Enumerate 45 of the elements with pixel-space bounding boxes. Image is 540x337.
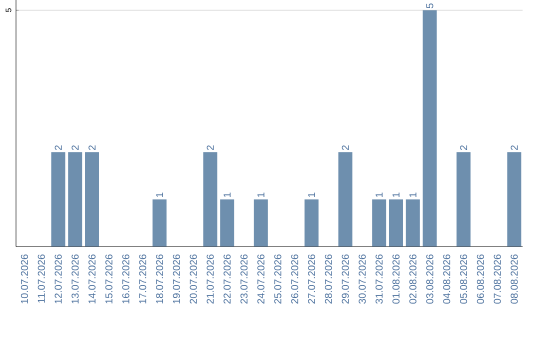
x-tick-label: 24.07.2026 (257, 254, 264, 304)
x-tick-label: 31.07.2026 (376, 254, 383, 304)
data-label: 1 (376, 192, 383, 197)
x-tick-label: 12.07.2026 (54, 254, 62, 304)
x-tick-label: 26.07.2026 (291, 254, 298, 304)
data-label: 1 (308, 192, 315, 197)
x-tick-label: 30.07.2026 (358, 254, 366, 304)
x-tick-label: 14.07.2026 (88, 254, 96, 304)
x-tick-label: 25.07.2026 (274, 254, 282, 304)
x-tick-label: 15.07.2026 (105, 254, 112, 304)
data-label: 1 (392, 192, 400, 197)
data-label: 2 (88, 145, 96, 150)
x-tick-label: 04.08.2026 (443, 254, 450, 304)
x-tick-label: 06.08.2026 (476, 254, 484, 304)
x-tick-label: 16.07.2026 (122, 254, 130, 304)
data-label: 1 (257, 192, 264, 197)
data-label: 2 (460, 145, 468, 150)
x-tick-label: 07.08.2026 (494, 254, 501, 304)
x-tick-label: 23.07.2026 (240, 254, 248, 304)
x-tick-label: 21.07.2026 (206, 254, 214, 304)
x-tick-label: 29.07.2026 (342, 254, 349, 304)
x-tick-label: 03.08.2026 (426, 254, 434, 304)
x-tick-label: 08.08.2026 (510, 254, 518, 304)
x-tick-label: 17.07.2026 (139, 254, 146, 304)
x-tick-label: 13.07.2026 (72, 254, 79, 304)
x-tick-label: 20.07.2026 (190, 254, 197, 304)
x-tick-label: 22.07.2026 (224, 254, 231, 304)
x-tick-label: 01.08.2026 (392, 254, 400, 304)
x-tick-label: 11.07.2026 (38, 254, 45, 302)
data-label: 1 (224, 192, 231, 197)
x-tick-label: 18.07.2026 (156, 254, 164, 304)
x-tick-label: 02.08.2026 (409, 254, 416, 304)
data-label: 2 (510, 145, 518, 150)
x-tick-label: 27.07.2026 (308, 254, 316, 304)
data-label: 2 (206, 145, 214, 150)
x-tick-label: 05.08.2026 (460, 254, 468, 304)
data-label: 2 (342, 145, 349, 150)
data-label: 2 (72, 145, 79, 150)
data-label: 2 (54, 145, 62, 150)
x-tick-label: 10.07.2026 (20, 254, 28, 304)
x-tick-label: 19.07.2026 (172, 254, 180, 304)
x-tick-label: 28.07.2026 (324, 254, 332, 304)
data-label: 5 (426, 3, 434, 8)
data-label: 1 (409, 192, 416, 197)
data-label: 1 (156, 192, 163, 197)
